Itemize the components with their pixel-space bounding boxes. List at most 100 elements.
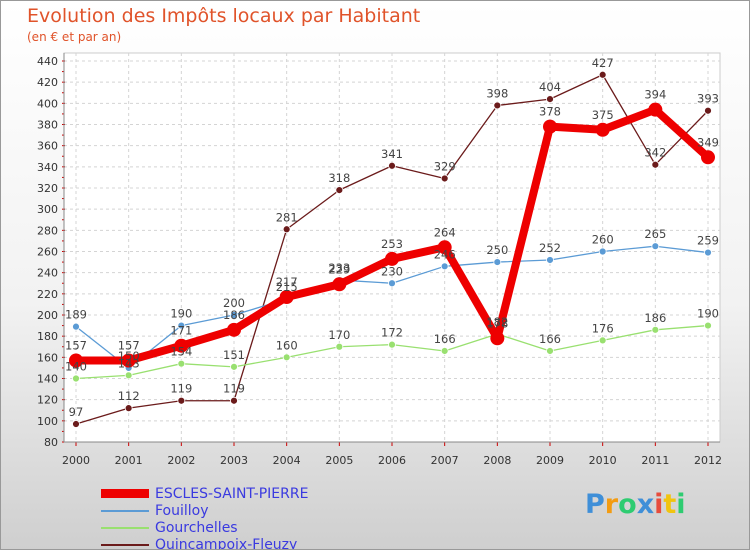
data-point: [440, 174, 449, 183]
x-tick-label: 2012: [694, 454, 722, 467]
data-point: [648, 102, 663, 117]
data-label: 349: [697, 135, 719, 149]
data-label: 154: [170, 345, 192, 359]
data-point: [230, 396, 238, 405]
legend-label-fouilloy: Fouilloy: [155, 502, 209, 519]
data-label: 393: [697, 92, 719, 106]
data-label: 186: [223, 308, 245, 322]
logo-letter: t: [663, 489, 677, 520]
data-point: [490, 331, 505, 346]
data-label: 166: [539, 332, 561, 346]
y-tick-label: 240: [37, 267, 58, 280]
chart-subtitle: (en € et par an): [27, 30, 122, 44]
x-tick-label: 2005: [325, 454, 353, 467]
data-point: [388, 279, 396, 288]
data-point: [227, 322, 241, 337]
data-label: 182: [486, 315, 508, 329]
y-tick-label: 260: [37, 246, 58, 259]
y-tick-label: 200: [37, 309, 58, 322]
logo-letter: i: [676, 489, 686, 520]
data-label: 189: [65, 308, 87, 322]
data-label: 157: [65, 339, 87, 353]
data-label: 260: [592, 233, 614, 247]
data-label: 253: [381, 237, 403, 251]
data-label: 246: [434, 247, 456, 261]
x-tick-label: 2003: [220, 454, 248, 467]
data-point: [177, 359, 186, 368]
data-point: [651, 160, 660, 169]
x-tick-label: 2007: [431, 454, 459, 467]
data-point: [701, 150, 715, 165]
data-label: 341: [381, 147, 403, 161]
data-point: [124, 404, 133, 413]
data-label: 97: [69, 405, 84, 419]
data-point: [437, 240, 452, 255]
x-tick-label: 2006: [378, 454, 406, 467]
data-label: 229: [328, 262, 350, 276]
data-point: [174, 338, 189, 353]
data-label: 200: [223, 296, 245, 310]
data-label: 170: [328, 328, 350, 342]
data-label: 252: [539, 241, 561, 255]
data-point: [335, 342, 344, 351]
y-tick-label: 380: [37, 119, 58, 132]
data-label: 264: [434, 225, 456, 239]
x-tick-label: 2008: [483, 454, 511, 467]
data-label: 394: [644, 88, 666, 102]
data-point: [72, 420, 80, 428]
legend: ESCLES-SAINT-PIERRE Fouilloy Gourchelles…: [101, 485, 308, 549]
data-point: [388, 340, 396, 349]
logo-letter: o: [618, 489, 637, 520]
data-point: [177, 396, 186, 405]
data-label: 190: [170, 307, 192, 321]
x-tick-label: 2002: [167, 454, 195, 467]
data-label: 119: [223, 382, 245, 396]
y-tick-label: 400: [37, 97, 58, 110]
data-label: 140: [65, 360, 87, 374]
data-point: [385, 251, 399, 266]
data-point: [704, 106, 712, 115]
data-point: [230, 362, 238, 371]
data-point: [704, 248, 712, 257]
data-label: 150: [118, 349, 140, 363]
data-point: [282, 225, 291, 234]
data-point: [388, 161, 396, 170]
data-label: 329: [434, 159, 456, 173]
data-label: 217: [276, 275, 298, 289]
proxiti-logo: Proxiti: [585, 489, 686, 520]
y-tick-label: 280: [37, 224, 58, 237]
data-label: 172: [381, 326, 403, 340]
data-point: [704, 321, 712, 330]
data-point: [177, 321, 186, 330]
data-label: 259: [697, 234, 719, 248]
data-point: [282, 353, 291, 362]
x-tick-label: 2011: [641, 454, 669, 467]
data-label: 398: [486, 86, 508, 100]
data-point: [335, 186, 344, 195]
data-point: [546, 256, 554, 264]
data-point: [543, 119, 557, 134]
data-point: [651, 242, 660, 251]
data-point: [546, 95, 554, 103]
y-tick-label: 360: [37, 140, 58, 153]
legend-item-fouilloy: Fouilloy: [101, 502, 308, 519]
x-tick-label: 2001: [115, 454, 143, 467]
y-tick-label: 100: [37, 415, 58, 428]
data-label: 151: [223, 348, 245, 362]
data-label: 318: [328, 171, 350, 185]
data-label: 265: [644, 227, 666, 241]
data-point: [440, 347, 449, 355]
data-label: 143: [118, 356, 140, 370]
data-point: [493, 258, 502, 266]
y-tick-label: 420: [37, 76, 58, 89]
y-tick-label: 320: [37, 182, 58, 195]
legend-swatch-fouilloy: [101, 509, 149, 512]
y-tick-label: 160: [37, 351, 58, 364]
data-point: [651, 325, 660, 334]
y-tick-label: 180: [37, 330, 58, 343]
data-point: [598, 247, 607, 256]
data-label: 404: [539, 80, 561, 94]
y-tick-label: 220: [37, 288, 58, 301]
logo-letter: x: [636, 489, 655, 520]
